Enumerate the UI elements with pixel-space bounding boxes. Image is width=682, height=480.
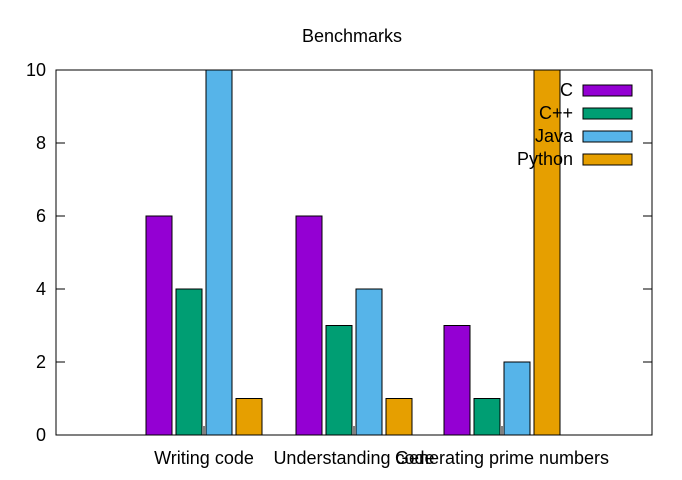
bar-python-2 — [533, 69, 561, 436]
legend-label: C — [560, 80, 573, 100]
chart-title: Benchmarks — [302, 26, 402, 46]
y-tick-label: 2 — [36, 352, 46, 372]
y-tick-label: 6 — [36, 206, 46, 226]
bar-cpp-1 — [325, 325, 353, 436]
y-tick-label: 8 — [36, 133, 46, 153]
bar-c-2 — [443, 325, 471, 436]
x-tick-label: Understanding code — [273, 448, 434, 468]
bar-c-1 — [295, 215, 323, 436]
legend-swatch — [582, 130, 633, 143]
bar-java-1 — [355, 288, 383, 436]
legend-swatch — [582, 84, 633, 97]
y-tick-label: 4 — [36, 279, 46, 299]
y-axis: 0 2 4 6 8 10 — [26, 60, 652, 445]
bar-python-0 — [235, 398, 263, 436]
x-tick-label: Generating prime numbers — [395, 448, 609, 468]
bar-cpp-0 — [175, 288, 203, 436]
y-tick-label: 0 — [36, 425, 46, 445]
bar-java-0 — [205, 69, 233, 436]
bar-cpp-2 — [473, 398, 501, 436]
legend: C C++ Java Python — [517, 80, 633, 169]
legend-swatch — [582, 107, 633, 120]
plot-frame — [55, 69, 653, 436]
plot-area — [55, 69, 653, 436]
y-tick-label: 10 — [26, 60, 46, 80]
x-axis: Writing code Understanding codeGenerating… — [154, 426, 609, 468]
legend-swatch — [582, 153, 633, 166]
bar-python-1 — [385, 398, 413, 436]
bar-c-0 — [145, 215, 173, 436]
legend-label: Python — [517, 149, 573, 169]
x-tick-label: Writing code — [154, 448, 254, 468]
bars-group — [145, 69, 561, 436]
bar-java-2 — [503, 361, 531, 436]
legend-label: C++ — [539, 103, 573, 123]
legend-label: Java — [535, 126, 574, 146]
